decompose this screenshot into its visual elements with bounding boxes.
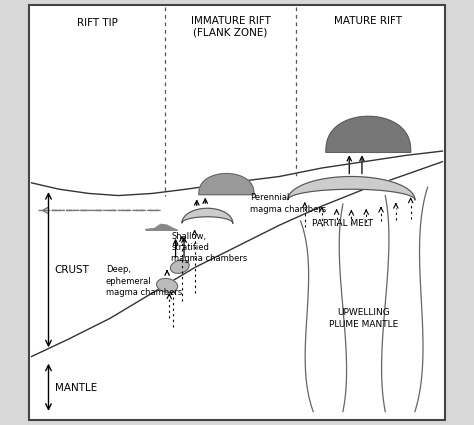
Text: RIFT TIP: RIFT TIP: [77, 18, 118, 28]
Ellipse shape: [156, 278, 178, 292]
Text: CRUST: CRUST: [55, 265, 90, 275]
Text: UPWELLING
PLUME MANTLE: UPWELLING PLUME MANTLE: [329, 308, 399, 329]
Polygon shape: [182, 208, 233, 223]
Text: Deep,
ephemeral
magma chambers: Deep, ephemeral magma chambers: [106, 266, 182, 297]
Polygon shape: [146, 224, 178, 230]
FancyBboxPatch shape: [29, 5, 445, 420]
Polygon shape: [199, 173, 254, 195]
Ellipse shape: [171, 260, 189, 273]
Text: MATURE RIFT: MATURE RIFT: [334, 16, 402, 26]
Text: MANTLE: MANTLE: [55, 383, 97, 393]
Text: Perennial
magma chambers: Perennial magma chambers: [250, 193, 326, 213]
Polygon shape: [288, 176, 415, 200]
Polygon shape: [326, 116, 410, 152]
Text: PARTIAL MELT: PARTIAL MELT: [312, 218, 374, 228]
Text: Shallow,
stratified
magma chambers: Shallow, stratified magma chambers: [171, 232, 247, 263]
Text: IMMATURE RIFT
(FLANK ZONE): IMMATURE RIFT (FLANK ZONE): [191, 16, 271, 38]
